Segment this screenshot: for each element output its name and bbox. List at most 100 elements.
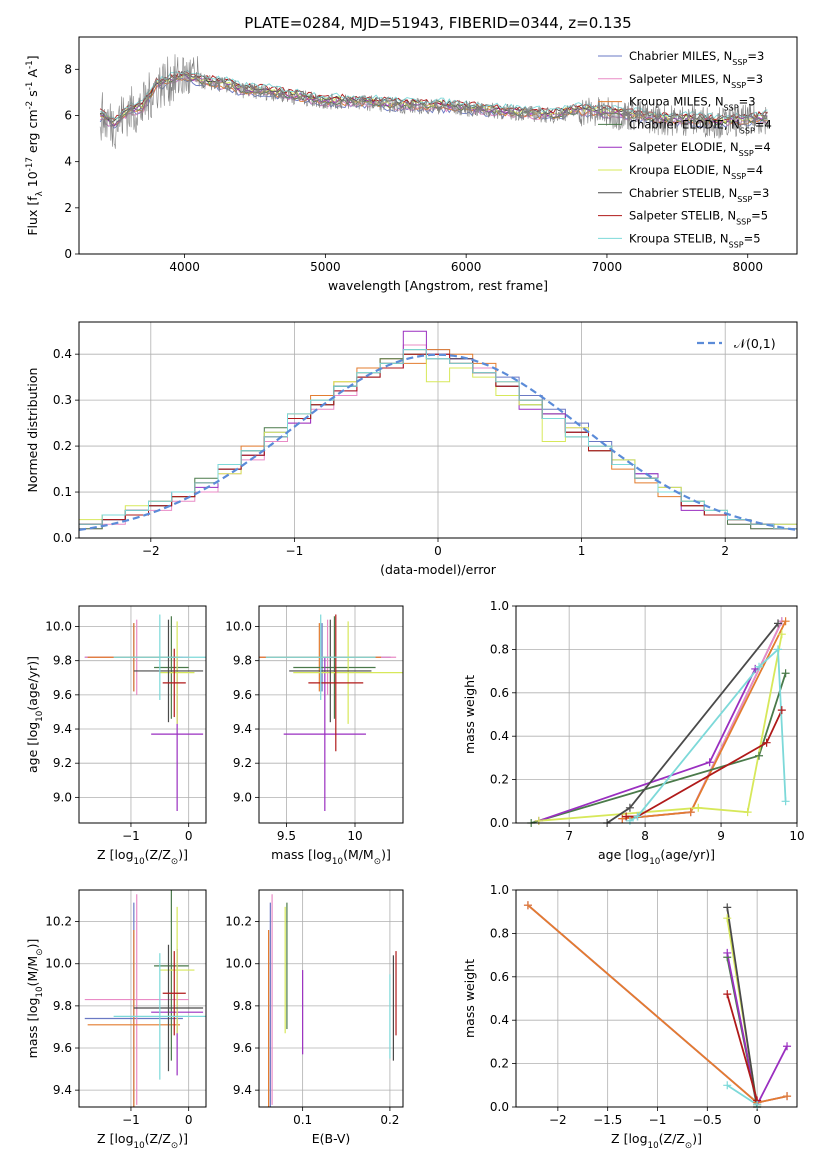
plot-area (84, 614, 206, 812)
x-tick-label: 8000 (732, 260, 763, 274)
data-point-marker (781, 669, 790, 678)
data-point-marker (723, 914, 732, 923)
legend-entry: Kroupa ELODIE, NSSP=4 (629, 163, 763, 181)
legend: Chabrier MILES, NSSP=3 Salpeter MILES, NS… (598, 49, 772, 249)
x-axis-label: mass [log10(M/M⊙)] (271, 847, 391, 867)
y-tick-label: 9.8 (233, 654, 252, 668)
x-axis-label: age [log10(age/yr)] (598, 847, 715, 867)
weight-line (538, 634, 783, 822)
figure-title: PLATE=0284, MJD=51943, FIBERID=0344, z=0… (244, 14, 631, 32)
x-axis-label: wavelength [Angstrom, rest frame] (328, 278, 548, 293)
data-point-marker (783, 1092, 792, 1101)
plot-area (259, 614, 403, 812)
x-tick-label: 0.2 (380, 1113, 399, 1127)
x-tick-label: 7 (565, 829, 573, 843)
y-tick-label: 0.1 (53, 485, 72, 499)
y-tick-label: 0.4 (53, 347, 72, 361)
y-tick-label: 0.6 (490, 686, 509, 700)
x-tick-label: −0.5 (693, 1113, 722, 1127)
y-tick-label: 9.8 (53, 654, 72, 668)
y-tick-label: 4 (64, 155, 72, 169)
legend-entry: Chabrier STELIB, NSSP=3 (629, 186, 769, 204)
axes-frame (515, 889, 798, 1108)
y-tick-label: 0.8 (490, 926, 509, 940)
x-tick-label: −1 (286, 544, 304, 558)
x-tick-label: 4000 (169, 260, 200, 274)
y-tick-label: 0.4 (490, 729, 509, 743)
data-point-marker (774, 645, 783, 654)
plot-area (84, 890, 206, 1107)
y-tick-label: 9.4 (233, 722, 252, 736)
legend-entry: Salpeter MILES, NSSP=3 (629, 72, 763, 90)
x-tick-label: −2 (142, 544, 160, 558)
axes-frame (78, 605, 207, 824)
data-point-marker (723, 990, 732, 999)
y-tick-label: 9.0 (53, 790, 72, 804)
legend-entry: Salpeter STELIB, NSSP=5 (629, 209, 768, 227)
y-tick-label: 10.0 (225, 957, 252, 971)
y-tick-label: 10.0 (45, 957, 72, 971)
observed-spectrum-line (99, 54, 769, 149)
panel-weight-vs-Z: −2 −1.5 −1 −0.5 0 0.0 0.2 0.4 0.6 0.8 1.0 Z [log10(… (462, 883, 798, 1151)
x-tick-label: −1 (122, 829, 140, 843)
x-tick-label: −1 (649, 1113, 667, 1127)
x-tick-label: 0 (753, 1113, 761, 1127)
x-axis-label: E(B-V) (312, 1131, 351, 1146)
y-tick-label: 0.0 (490, 1100, 509, 1114)
y-tick-label: 9.4 (233, 1083, 252, 1097)
axes-frame (78, 36, 798, 255)
axes-frame (78, 889, 207, 1108)
data-point-marker (781, 797, 790, 806)
y-tick-label: 1.0 (490, 883, 509, 897)
legend-entry: Kroupa STELIB, NSSP=5 (629, 231, 761, 249)
axes-frame (78, 321, 798, 539)
x-tick-label: 5000 (310, 260, 341, 274)
x-tick-label: −1.5 (593, 1113, 622, 1127)
gaussian-curve (79, 353, 797, 531)
y-tick-label: 10.2 (45, 915, 72, 929)
legend-entry: Chabrier ELODIE, NSSP=4 (629, 117, 772, 135)
data-point-marker (777, 706, 786, 715)
y-tick-label: 9.2 (53, 756, 72, 770)
data-point-marker (723, 948, 732, 957)
axes-frame (258, 889, 404, 1108)
panel-spectrum: 4000 5000 6000 7000 8000 0 2 4 6 8 wavelength [Ang… (25, 36, 798, 293)
y-tick-label: 0.8 (490, 642, 509, 656)
plot-area (268, 894, 397, 1107)
weight-line (626, 709, 783, 818)
x-axis-label: Z [log10(Z/Z⊙)] (97, 847, 188, 867)
x-axis-label: Z [log10(Z/Z⊙)] (611, 1131, 702, 1151)
y-tick-label: 9.6 (233, 1041, 252, 1055)
data-point-marker (783, 1042, 792, 1051)
x-tick-label: 10 (347, 829, 362, 843)
data-point-marker (622, 812, 631, 821)
y-axis-label: mass weight (462, 675, 477, 754)
y-tick-label: 0 (64, 247, 72, 261)
y-tick-label: 0.0 (490, 816, 509, 830)
data-point-marker (762, 738, 771, 747)
y-axis-label: Normed distribution (25, 368, 40, 493)
data-point-marker (625, 803, 634, 812)
axes-frame (258, 605, 404, 824)
weight-line (726, 907, 758, 1107)
panel-weight-vs-age: 7 8 9 10 0.0 0.2 0.4 0.6 0.8 1.0 age [log10(age/yr… (462, 599, 805, 867)
y-tick-label: 9.2 (233, 756, 252, 770)
y-tick-label: 10.2 (225, 915, 252, 929)
axes-frame (515, 605, 798, 824)
x-tick-label: 0 (185, 1113, 193, 1127)
data-point-marker (755, 662, 764, 671)
legend-entry: Kroupa MILES, NSSP=3 (629, 95, 756, 113)
y-tick-label: 10.0 (45, 620, 72, 634)
x-tick-label: 9.5 (277, 829, 296, 843)
data-point-marker (694, 803, 703, 812)
y-axis-label: Flux [fλ 10-17 erg cm-2 s-1 A-1] (25, 55, 45, 235)
legend-entry: 𝒩(0,1) (734, 336, 776, 351)
x-tick-label: 1 (578, 544, 586, 558)
y-axis-label: mass weight (462, 959, 477, 1038)
legend-entry: Salpeter ELODIE, NSSP=4 (629, 140, 771, 158)
y-tick-label: 9.4 (53, 1083, 72, 1097)
y-tick-label: 0.3 (53, 393, 72, 407)
data-point-marker (686, 808, 695, 817)
y-tick-label: 1.0 (490, 599, 509, 613)
